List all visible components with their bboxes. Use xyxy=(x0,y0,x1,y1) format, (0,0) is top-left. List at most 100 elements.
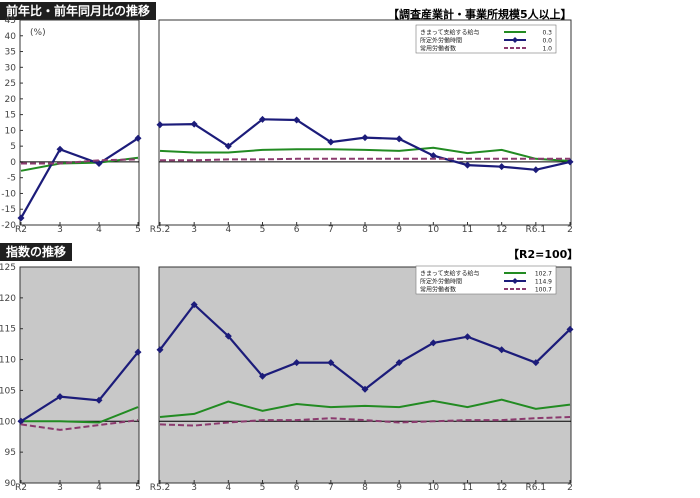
y-tick-label: 20 xyxy=(5,95,17,105)
legend-label: きまって支給する給与 xyxy=(420,270,479,278)
data-point xyxy=(259,115,266,123)
y-tick-label: -15 xyxy=(1,205,16,215)
x-tick-label: 4 xyxy=(96,225,102,235)
data-point xyxy=(361,385,369,393)
data-point xyxy=(361,134,369,142)
y-tick-label: 125 xyxy=(0,263,16,273)
y-tick-label: 110 xyxy=(0,356,16,366)
x-tick-label: R6.1 xyxy=(526,483,547,493)
data-point xyxy=(156,121,164,129)
legend-value: 0.0 xyxy=(542,38,552,45)
top-chart-title: 前年比・前年同月比の推移 xyxy=(0,2,157,20)
x-tick-label: 5 xyxy=(260,225,266,235)
plot-panel xyxy=(158,266,572,484)
legend-value: 1.0 xyxy=(542,46,552,53)
x-tick-label: 3 xyxy=(57,225,63,235)
data-point xyxy=(566,325,574,333)
data-point xyxy=(532,166,540,174)
data-point xyxy=(566,158,574,166)
x-tick-label: 10 xyxy=(428,483,440,493)
x-tick-label: 8 xyxy=(362,225,368,235)
series-line xyxy=(21,406,139,424)
legend-marker xyxy=(512,278,518,284)
data-point xyxy=(327,359,335,367)
x-tick-label: R6.1 xyxy=(526,225,547,235)
data-point xyxy=(95,396,103,404)
data-point xyxy=(190,120,198,128)
x-tick-label: 5 xyxy=(135,483,141,493)
x-tick-label: 3 xyxy=(57,483,63,493)
legend-label: きまって支給する給与 xyxy=(420,29,479,37)
series-line xyxy=(160,157,570,162)
y-tick-label: 25 xyxy=(5,79,16,89)
x-tick-label: 3 xyxy=(191,483,197,493)
x-tick-label: 5 xyxy=(135,225,141,235)
data-point xyxy=(464,333,471,341)
x-tick-label: 2 xyxy=(567,225,573,235)
x-tick-label: 4 xyxy=(96,483,102,493)
series-line xyxy=(21,158,139,165)
plot-panel xyxy=(19,19,140,226)
x-tick-label: R5.2 xyxy=(150,483,171,493)
y-tick-label: 40 xyxy=(5,32,17,42)
x-tick-label: 4 xyxy=(225,483,231,493)
data-point xyxy=(224,142,232,150)
data-point xyxy=(95,160,103,167)
legend-label: 常用労働者数 xyxy=(420,45,456,53)
x-tick-label: 12 xyxy=(496,483,507,493)
x-tick-label: 9 xyxy=(396,225,402,235)
x-tick-label: 11 xyxy=(462,225,473,235)
data-point xyxy=(134,348,142,356)
y-tick-label: 30 xyxy=(5,63,17,73)
x-tick-label: 6 xyxy=(294,225,300,235)
y-tick-label: 120 xyxy=(0,294,16,304)
y-tick-label: 15 xyxy=(5,111,16,121)
x-tick-label: R2 xyxy=(15,225,27,235)
x-tick-label: R5.2 xyxy=(150,225,171,235)
y-tick-label: 100 xyxy=(0,417,16,427)
data-point xyxy=(259,372,266,380)
y-tick-label: 115 xyxy=(0,325,16,335)
data-point xyxy=(327,138,335,146)
y-tick-label: 0 xyxy=(10,158,16,168)
series-line xyxy=(20,419,139,431)
x-tick-label: 7 xyxy=(328,483,334,493)
data-point xyxy=(17,214,25,222)
y-tick-label: 10 xyxy=(5,126,17,136)
y-tick-label: 35 xyxy=(5,48,16,58)
data-point xyxy=(224,332,232,340)
data-point xyxy=(56,393,64,401)
series-line xyxy=(159,416,571,427)
x-tick-label: 5 xyxy=(260,483,266,493)
unit-label: (%) xyxy=(30,28,46,38)
data-point xyxy=(395,359,403,367)
series-line xyxy=(20,351,139,423)
y-tick-label: 45 xyxy=(5,16,16,26)
data-point xyxy=(293,116,301,124)
x-tick-label: 6 xyxy=(294,483,300,493)
y-tick-label: -20 xyxy=(1,221,16,231)
legend-label: 所定外労働時間 xyxy=(420,278,462,286)
x-tick-label: 11 xyxy=(462,483,473,493)
y-tick-label: -10 xyxy=(1,189,16,199)
bottom-chart-title: 指数の推移 xyxy=(0,243,73,261)
data-point xyxy=(429,339,437,347)
data-point xyxy=(532,359,540,367)
data-point xyxy=(156,346,164,354)
bottom-chart-note: 【R2=100】 xyxy=(508,248,579,261)
series-line xyxy=(159,398,571,418)
x-tick-label: 10 xyxy=(428,225,440,235)
data-point xyxy=(56,145,64,153)
x-tick-label: 9 xyxy=(396,483,402,493)
data-point xyxy=(464,161,471,169)
series-line xyxy=(20,156,139,172)
x-tick-label: 8 xyxy=(362,483,368,493)
x-tick-label: 4 xyxy=(225,225,231,235)
data-point xyxy=(293,359,301,367)
series-line xyxy=(159,146,571,162)
data-point xyxy=(498,163,506,171)
plot-panel xyxy=(158,19,572,226)
data-point xyxy=(395,135,403,143)
x-tick-label: 2 xyxy=(567,483,573,493)
